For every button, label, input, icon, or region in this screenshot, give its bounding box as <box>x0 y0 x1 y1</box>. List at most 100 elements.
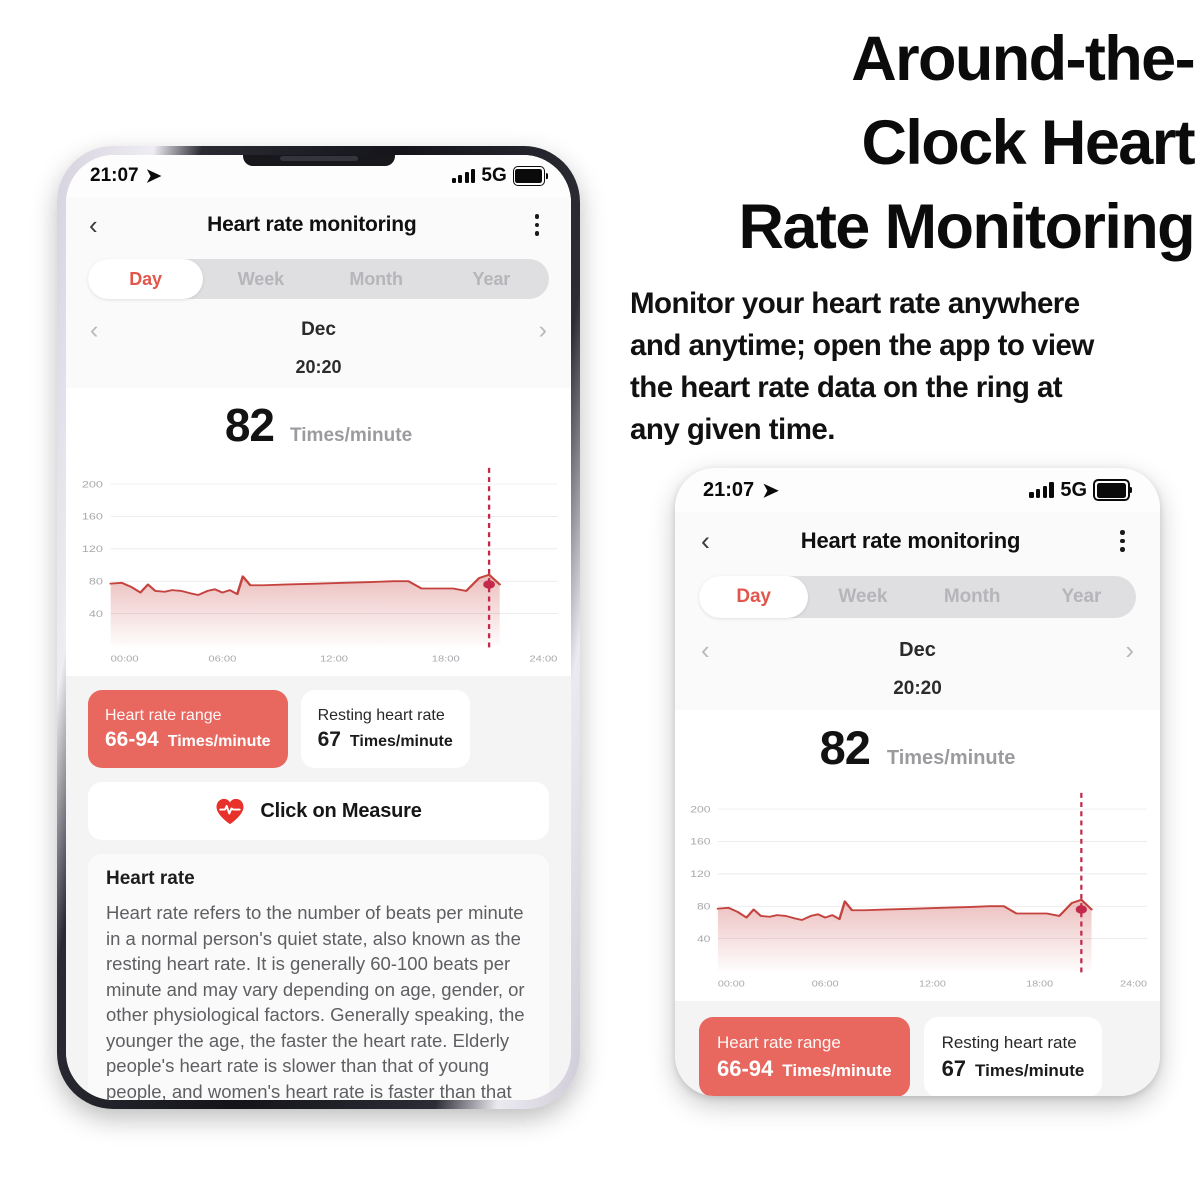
svg-text:12:00: 12:00 <box>320 655 349 664</box>
stat-value: 67 <box>317 727 341 751</box>
svg-text:40: 40 <box>89 609 103 619</box>
kebab-menu-icon[interactable] <box>526 212 548 238</box>
date-navigation: ‹ Dec › <box>66 309 571 351</box>
svg-text:00:00: 00:00 <box>718 980 745 989</box>
back-button[interactable]: ‹ <box>89 210 98 240</box>
date-prev-button[interactable]: ‹ <box>701 635 710 665</box>
segment-month[interactable]: Month <box>349 268 403 289</box>
stat-value: 67 <box>941 1055 967 1081</box>
segment-year[interactable]: Year <box>472 268 511 289</box>
reading-row: 82 Times/minute <box>675 720 1160 775</box>
date-navigation: ‹ Dec › <box>675 628 1160 672</box>
svg-text:18:00: 18:00 <box>1026 980 1053 989</box>
segment-active-pill <box>699 576 809 618</box>
segmented-control-wrap: Day Week Month Year <box>675 570 1160 628</box>
reading-value: 82 <box>819 721 871 774</box>
svg-text:00:00: 00:00 <box>111 655 140 664</box>
heart-rate-chart[interactable]: 40 80 120 160 200 00:00 06:00 12:00 18:00 24:00 <box>66 458 571 670</box>
reading-unit: Times/minute <box>290 425 413 446</box>
status-time: 21:07 <box>703 478 755 501</box>
nav-title: Heart rate monitoring <box>207 213 417 236</box>
stat-value: 66-94 <box>105 727 159 751</box>
cellular-bars-icon <box>1029 482 1054 498</box>
app-ui-right: 21:07 ➤ 5G ‹ Heart rate monitoring Day <box>675 468 1160 1096</box>
period-segmented-control[interactable]: Day Week Month Year <box>699 576 1136 618</box>
body-line-4: any given time. <box>630 412 835 446</box>
svg-text:24:00: 24:00 <box>529 655 558 664</box>
stat-label: Heart rate range <box>105 706 222 724</box>
stat-value-row: 67 Times/minute <box>942 1056 1085 1082</box>
stat-unit: Times/minute <box>782 1060 892 1080</box>
body-line-3: the heart rate data on the ring at <box>630 370 1063 404</box>
svg-text:06:00: 06:00 <box>208 655 237 664</box>
back-button[interactable]: ‹ <box>701 525 710 556</box>
measure-button-label: Click on Measure <box>260 799 422 822</box>
headline-line-3: Rate Monitoring <box>738 191 1196 262</box>
body-line-2: and anytime; open the app to view <box>630 328 1094 362</box>
svg-text:80: 80 <box>697 902 711 912</box>
date-prev-button[interactable]: ‹ <box>90 315 99 344</box>
battery-full-icon <box>512 166 545 186</box>
stat-unit: Times/minute <box>975 1060 1085 1080</box>
stat-cards: Heart rate range 66-94 Times/minute Rest… <box>66 676 571 768</box>
segment-week[interactable]: Week <box>838 586 888 607</box>
stat-card-resting-heart-rate[interactable]: Resting heart rate 67 Times/minute <box>923 1017 1103 1096</box>
status-bar-left: 21:07 ➤ <box>90 165 162 188</box>
date-month-label: Dec <box>301 319 336 340</box>
phone-screenshot-right: 21:07 ➤ 5G ‹ Heart rate monitoring Day <box>675 468 1160 1096</box>
svg-text:18:00: 18:00 <box>432 655 461 664</box>
period-segmented-control[interactable]: Day Week Month Year <box>88 259 549 299</box>
heart-rate-chart[interactable]: 40 80 120 160 200 00:00 06:00 12:00 18:00 24:00 <box>675 783 1160 995</box>
svg-text:06:00: 06:00 <box>812 980 839 989</box>
stat-unit: Times/minute <box>349 732 453 750</box>
date-next-button[interactable]: › <box>1125 635 1134 665</box>
reading-card: 82 Times/minute 40 80 120 160 200 00:00 06:00 1… <box>66 388 571 676</box>
status-bar-right: 5G <box>451 165 545 187</box>
kebab-menu-icon[interactable] <box>1111 528 1134 555</box>
headline-line-2: Clock Heart <box>861 107 1195 178</box>
stat-unit: Times/minute <box>167 732 271 750</box>
stat-card-resting-heart-rate[interactable]: Resting heart rate 67 Times/minute <box>300 690 470 768</box>
nav-bar: ‹ Heart rate monitoring <box>675 512 1160 570</box>
svg-text:160: 160 <box>82 512 103 522</box>
info-card: Heart rate Heart rate refers to the numb… <box>88 854 549 1100</box>
svg-text:120: 120 <box>690 869 710 879</box>
svg-text:80: 80 <box>89 577 103 587</box>
headline-line-1: Around-the- <box>851 24 1195 94</box>
date-next-button[interactable]: › <box>538 315 547 344</box>
reading-row: 82 Times/minute <box>66 398 571 452</box>
body-line-1: Monitor your heart rate anywhere <box>630 287 1080 320</box>
svg-text:24:00: 24:00 <box>1120 980 1147 989</box>
cellular-bars-icon <box>451 168 476 184</box>
network-label: 5G <box>481 165 507 186</box>
segment-day[interactable]: Day <box>736 586 771 607</box>
info-body: Heart rate refers to the number of beats… <box>106 902 525 1100</box>
network-label: 5G <box>1060 478 1088 501</box>
stat-value-row: 66-94 Times/minute <box>717 1056 892 1082</box>
app-ui-left: 21:07 ➤ 5G ‹ Heart rate monitoring <box>66 155 571 1100</box>
page-title: Around-the- Clock Heart Rate Monitoring <box>622 18 1196 269</box>
stat-card-heart-rate-range[interactable]: Heart rate range 66-94 Times/minute <box>699 1017 910 1096</box>
reading-card: 82 Times/minute 40 80 120 160 200 00:00 06:00 1… <box>675 710 1160 1001</box>
segmented-control-wrap: Day Week Month Year <box>66 253 571 309</box>
svg-text:12:00: 12:00 <box>919 980 946 989</box>
phone-device-left: 21:07 ➤ 5G ‹ Heart rate monitoring <box>57 146 580 1109</box>
svg-text:120: 120 <box>82 545 103 555</box>
segment-year[interactable]: Year <box>1061 586 1102 607</box>
status-bar: 21:07 ➤ 5G <box>675 468 1160 512</box>
battery-full-icon <box>1093 478 1130 502</box>
measure-button[interactable]: Click on Measure <box>88 782 549 840</box>
reading-value: 82 <box>224 399 275 451</box>
status-bar-left: 21:07 ➤ <box>703 478 779 503</box>
segment-month[interactable]: Month <box>943 586 1001 607</box>
segment-day[interactable]: Day <box>129 268 162 289</box>
stat-value: 66-94 <box>717 1055 774 1081</box>
stat-card-heart-rate-range[interactable]: Heart rate range 66-94 Times/minute <box>88 690 288 768</box>
segment-week[interactable]: Week <box>237 268 285 289</box>
stat-cards: Heart rate range 66-94 Times/minute Rest… <box>675 1001 1160 1096</box>
svg-text:200: 200 <box>82 480 103 490</box>
reading-unit: Times/minute <box>886 747 1016 769</box>
stat-value-row: 66-94 Times/minute <box>105 728 271 752</box>
svg-text:200: 200 <box>690 805 710 815</box>
stat-label: Resting heart rate <box>941 1032 1077 1052</box>
